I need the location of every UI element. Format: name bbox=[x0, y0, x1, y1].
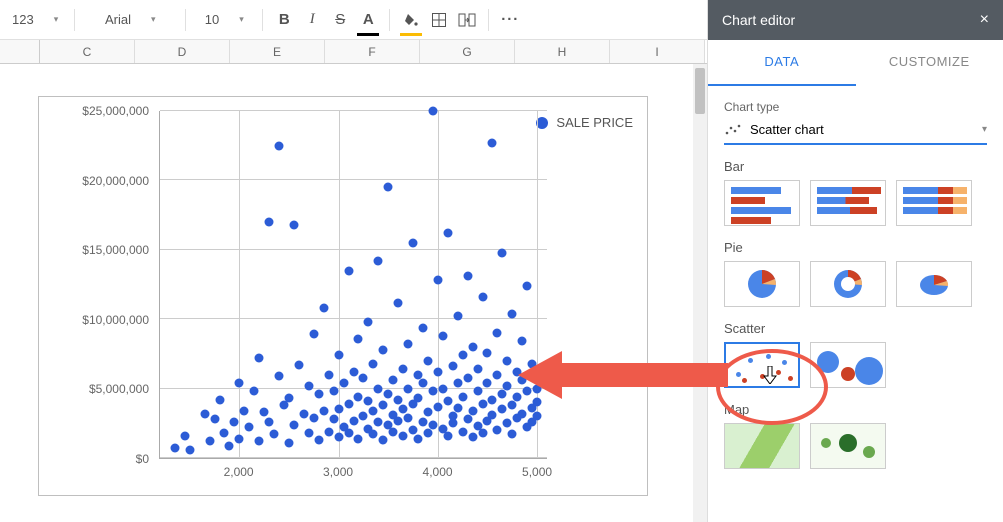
y-axis-labels: $0$5,000,000$10,000,000$15,000,000$20,00… bbox=[39, 111, 155, 459]
chart-type-value: Scatter chart bbox=[750, 122, 824, 137]
italic-button[interactable]: I bbox=[301, 7, 323, 33]
column-header[interactable]: F bbox=[325, 40, 420, 63]
borders-button[interactable] bbox=[428, 7, 450, 33]
column-header[interactable]: I bbox=[610, 40, 705, 63]
scrollbar-thumb[interactable] bbox=[695, 68, 705, 114]
column-header[interactable]: C bbox=[40, 40, 135, 63]
strikethrough-button[interactable]: S bbox=[329, 7, 351, 33]
chart-type-pie-3d[interactable] bbox=[896, 261, 972, 307]
column-header[interactable]: D bbox=[135, 40, 230, 63]
spreadsheet-main: SALE PRICE $0$5,000,000$10,000,000$15,00… bbox=[0, 64, 693, 522]
panel-title: Chart editor bbox=[722, 12, 795, 28]
tab-customize[interactable]: CUSTOMIZE bbox=[856, 40, 1003, 86]
scatter-icon bbox=[724, 123, 742, 137]
embedded-chart[interactable]: SALE PRICE $0$5,000,000$10,000,000$15,00… bbox=[38, 96, 648, 496]
chart-type-bar-stacked[interactable] bbox=[810, 180, 886, 226]
chart-type-bar-100[interactable] bbox=[896, 180, 972, 226]
chart-type-group-map: Map bbox=[724, 402, 987, 469]
chart-editor-panel: Chart editor × DATA CUSTOMIZE Chart type… bbox=[707, 0, 1003, 522]
vertical-scrollbar[interactable] bbox=[693, 64, 707, 522]
close-icon[interactable]: × bbox=[980, 11, 989, 29]
font-family-select[interactable]: Arial▾ bbox=[85, 7, 175, 33]
legend-label: SALE PRICE bbox=[556, 115, 633, 130]
chart-type-scatter[interactable] bbox=[724, 342, 800, 388]
number-format-menu[interactable]: 123▾ bbox=[6, 7, 64, 33]
x-axis-labels: 2,0003,0004,0005,000 bbox=[159, 465, 547, 485]
chart-plot-area bbox=[159, 111, 547, 459]
chart-type-label: Chart type bbox=[724, 100, 987, 114]
chart-legend: SALE PRICE bbox=[536, 115, 633, 130]
chart-type-donut[interactable] bbox=[810, 261, 886, 307]
column-header[interactable]: G bbox=[420, 40, 515, 63]
chart-type-pie[interactable] bbox=[724, 261, 800, 307]
more-button[interactable]: ··· bbox=[499, 7, 521, 33]
chart-type-group-pie: Pie bbox=[724, 240, 987, 307]
chevron-down-icon: ▾ bbox=[982, 124, 987, 135]
tab-data[interactable]: DATA bbox=[708, 40, 856, 86]
chart-type-select[interactable]: Scatter chart ▾ bbox=[724, 118, 987, 145]
chart-type-group-bar: Bar bbox=[724, 159, 987, 226]
select-all-cell[interactable] bbox=[0, 40, 40, 63]
text-color-button[interactable]: A bbox=[357, 7, 379, 33]
chart-type-bar-basic[interactable] bbox=[724, 180, 800, 226]
panel-tabs: DATA CUSTOMIZE bbox=[708, 40, 1003, 86]
panel-header: Chart editor × bbox=[708, 0, 1003, 40]
chart-type-geo[interactable] bbox=[724, 423, 800, 469]
column-header[interactable]: H bbox=[515, 40, 610, 63]
chart-type-geo-markers[interactable] bbox=[810, 423, 886, 469]
merge-cells-button[interactable] bbox=[456, 7, 478, 33]
panel-body: Chart type Scatter chart ▾ Bar Pie bbox=[708, 86, 1003, 469]
chart-type-group-scatter: Scatter bbox=[724, 321, 987, 388]
column-header[interactable]: E bbox=[230, 40, 325, 63]
bold-button[interactable]: B bbox=[273, 7, 295, 33]
fill-color-button[interactable] bbox=[400, 7, 422, 33]
font-size-select[interactable]: 10▾ bbox=[196, 7, 252, 33]
chart-type-bubble[interactable] bbox=[810, 342, 886, 388]
